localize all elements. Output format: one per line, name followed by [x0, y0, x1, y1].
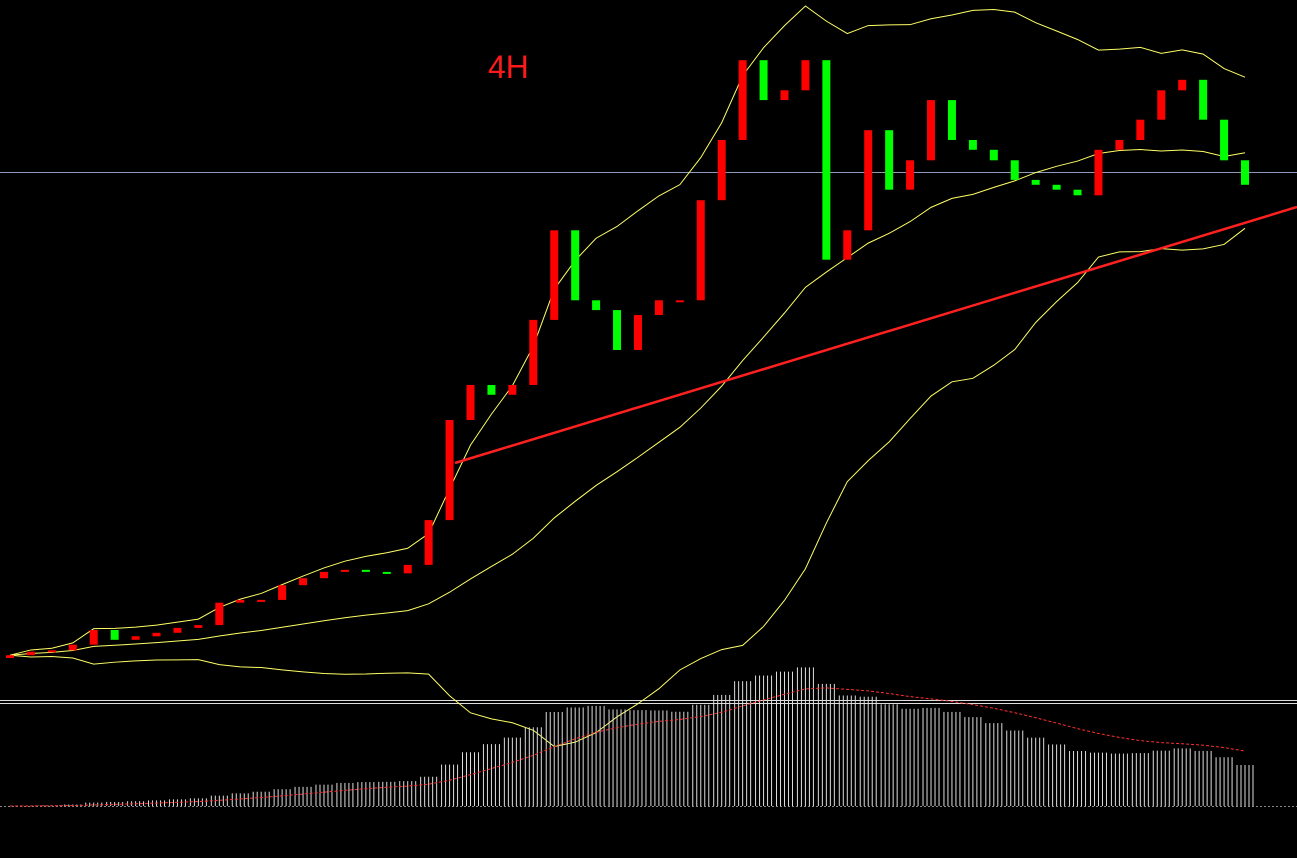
candle — [173, 627, 182, 633]
candle — [780, 90, 789, 101]
candle — [382, 571, 391, 574]
timeframe-label: 4H — [488, 49, 529, 85]
candle — [487, 385, 496, 395]
candle — [633, 315, 642, 350]
candle — [47, 650, 56, 653]
macd-panel — [9, 667, 1254, 807]
candle — [738, 60, 747, 141]
candle — [278, 585, 287, 600]
candle — [152, 632, 161, 637]
candle — [550, 230, 559, 320]
candle — [340, 569, 349, 572]
candle — [1031, 179, 1040, 185]
candle — [1010, 160, 1019, 180]
candle — [215, 602, 224, 626]
candle — [947, 100, 956, 140]
trend-line — [454, 205, 1297, 465]
candle — [1157, 90, 1166, 120]
candle — [592, 300, 601, 311]
candle — [1199, 79, 1208, 120]
candle — [968, 140, 977, 150]
candle — [654, 300, 663, 315]
candle — [299, 578, 308, 586]
candle — [801, 60, 810, 91]
candle — [989, 149, 998, 161]
candle — [110, 630, 119, 640]
candle — [6, 655, 14, 658]
candle — [1241, 160, 1249, 185]
candle — [717, 140, 726, 201]
candle — [696, 200, 705, 301]
candle — [319, 571, 328, 579]
band-line — [9, 149, 1246, 656]
candle — [571, 230, 580, 301]
candle — [1136, 119, 1145, 140]
candle — [1094, 149, 1103, 196]
candle — [89, 630, 98, 645]
candle — [906, 160, 915, 190]
candle — [361, 569, 370, 572]
candle — [759, 60, 768, 101]
candle — [236, 599, 245, 603]
candle — [1115, 140, 1124, 150]
candle — [885, 130, 894, 190]
candles — [6, 60, 1249, 658]
candle — [675, 300, 684, 303]
candle — [194, 625, 203, 628]
candle — [403, 564, 412, 574]
candle — [257, 599, 266, 602]
candle — [529, 319, 538, 385]
candle — [822, 60, 831, 260]
candle — [68, 644, 77, 651]
candle — [1178, 79, 1187, 91]
candle — [927, 100, 936, 161]
candle — [843, 230, 852, 260]
candle — [466, 385, 475, 420]
candle — [1052, 184, 1061, 190]
candle — [1220, 119, 1229, 161]
candle — [26, 651, 35, 656]
candle — [613, 310, 622, 350]
macd-signal — [9, 687, 1246, 807]
candle — [508, 385, 517, 395]
candle — [1073, 189, 1082, 196]
candle — [424, 520, 433, 565]
band-line — [9, 227, 1246, 748]
candle — [445, 420, 454, 521]
candle — [131, 636, 140, 640]
candle — [864, 130, 873, 231]
